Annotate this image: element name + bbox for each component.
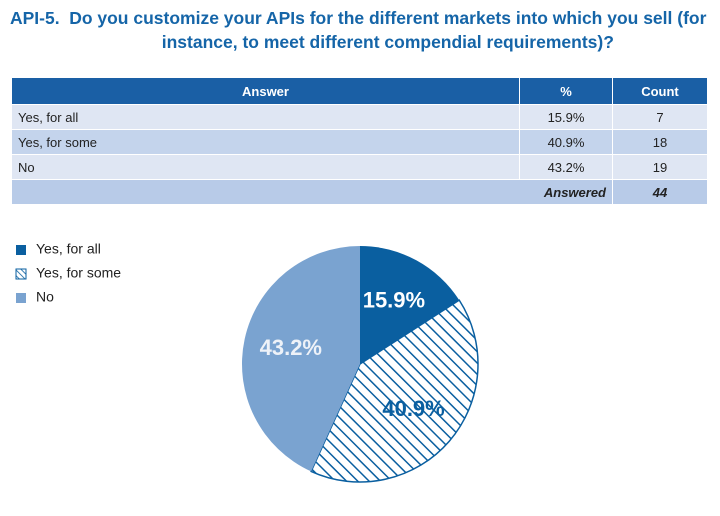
legend-swatch	[15, 268, 27, 280]
table-row: Yes, for all 15.9% 7	[12, 104, 708, 130]
legend-label: Yes, for some	[36, 265, 121, 281]
table-cell: 7	[612, 104, 708, 130]
table-row: No 43.2% 19	[12, 154, 708, 180]
table-cell: 15.9%	[519, 104, 613, 130]
footer-label: Answered	[12, 179, 613, 204]
slice-label: 15.9%	[363, 288, 425, 313]
table-cell: 40.9%	[519, 129, 613, 155]
column-header: %	[519, 78, 613, 105]
results-table: Answer% Count Yes, for all 15.9% 7 Yes, for s…	[12, 78, 708, 204]
table-cell: 18	[612, 129, 708, 155]
table-cell: 43.2%	[519, 154, 613, 180]
slice-label: 40.9%	[382, 396, 444, 421]
legend-swatch	[16, 293, 26, 303]
title: API-5. Do you customize your APIs for th…	[10, 6, 710, 54]
table-cell: Yes, for all	[12, 104, 520, 130]
legend-label: No	[36, 289, 54, 305]
header-row: Answer% Count	[12, 78, 708, 105]
legend-label: Yes, for all	[36, 241, 101, 257]
column-header: Count	[612, 78, 708, 105]
question-text: Do you customize your APIs for the diffe…	[69, 8, 707, 52]
pie-slice	[242, 246, 360, 472]
table-row: Yes, for some 40.9% 18	[12, 129, 708, 155]
pie-slice	[360, 246, 460, 364]
footer-row: Answered 44	[12, 179, 708, 204]
table-cell: Yes, for some	[12, 129, 520, 155]
pie-slice	[310, 299, 479, 483]
footer-count: 44	[612, 179, 708, 204]
legend-swatch	[16, 245, 26, 255]
column-header: Answer	[12, 78, 520, 105]
slice-label: 43.2%	[260, 335, 322, 360]
table-cell: No	[12, 154, 520, 180]
table-cell: 19	[612, 154, 708, 180]
question-number: API-5.	[10, 8, 60, 28]
